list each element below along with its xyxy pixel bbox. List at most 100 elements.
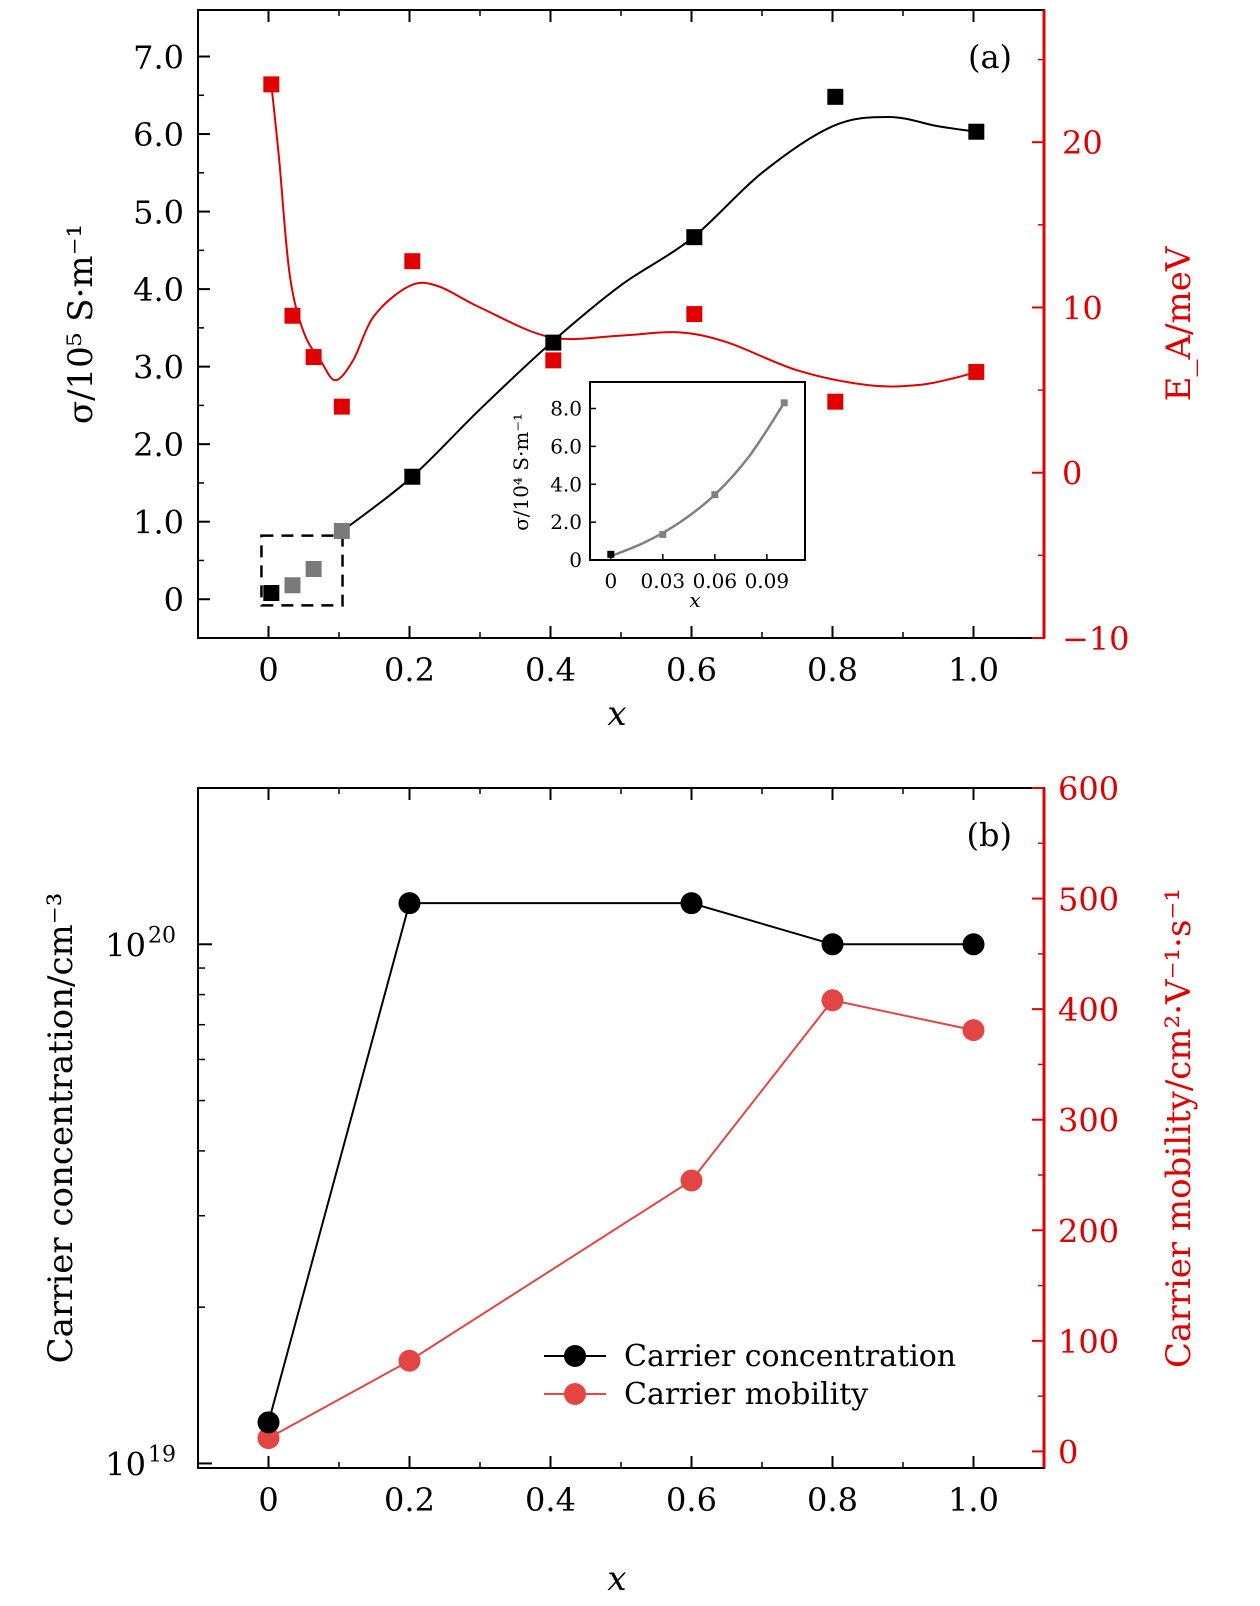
panel-b-legend: Carrier concentration Carrier mobility <box>544 1339 956 1412</box>
legend-label-carrier-concentration: Carrier concentration <box>624 1339 956 1374</box>
legend-marker-carrier-concentration <box>564 1345 586 1367</box>
carrier-concentration-point <box>821 933 844 956</box>
panel-b-right-axis-title: Carrier mobility/cm²·V⁻¹·s⁻¹ <box>1159 888 1199 1368</box>
conductivity-point <box>404 468 421 485</box>
panel-a-conductivity-fit-curve <box>338 115 977 535</box>
panel-b-y-right-tick-label: 200 <box>1058 1212 1119 1250</box>
conductivity-point <box>545 334 562 351</box>
panel-b-label: (b) <box>967 816 1012 854</box>
panel-a-marks <box>263 76 985 602</box>
legend-label-carrier-mobility: Carrier mobility <box>624 1377 868 1412</box>
conductivity-point <box>263 585 280 602</box>
inset-x-tick-label: 0.06 <box>693 569 738 593</box>
panel-b-x-axis-title: x <box>607 1559 626 1599</box>
panel-b-y-right-tick-label: 300 <box>1058 1102 1119 1140</box>
activation-energy-point <box>404 253 421 270</box>
panel-b-y-left-tick-exponent: 19 <box>148 1442 176 1467</box>
inset-fit-curve <box>610 402 786 558</box>
panel-a-y-left-tick-label: 0 <box>164 581 184 619</box>
panel-b-y-left-tick-label: 10 <box>105 1445 146 1483</box>
carrier-concentration-point <box>680 892 703 915</box>
panel-a-x-tick-label: 0.8 <box>807 651 858 689</box>
panel-a-inset: 0 0.03 0.06 0.09 0 2.0 4.0 6.0 8.0 σ/10⁴ S·m⁻¹ x <box>509 381 806 612</box>
panel-b-y-right-tick-label: 500 <box>1058 881 1119 919</box>
inset-x-axis-title: x <box>689 588 700 612</box>
panel-a-right-axis-title: E_A/meV <box>1159 245 1199 401</box>
panel-b-x-tick-label: 1.0 <box>948 1481 999 1519</box>
panel-a-ticks: 0 0.2 0.4 0.6 0.8 1.0 0 1.0 2.0 3.0 4.0 5.0 6.0 7.0 −1… <box>133 10 1130 689</box>
panel-b-x-tick-label: 0 <box>258 1481 278 1519</box>
panel-b-y-right-tick-label: 400 <box>1058 991 1119 1029</box>
panel-a-y-left-tick-label: 1.0 <box>133 504 184 542</box>
panel-b-x-tick-label: 0.2 <box>384 1481 435 1519</box>
panel-b-y-left-tick-exponent: 20 <box>148 923 176 948</box>
activation-energy-point <box>263 76 280 93</box>
panel-a-y-left-tick-label: 7.0 <box>133 39 184 77</box>
inset-conductivity-point <box>780 399 788 407</box>
panel-a-y-right-tick-label: 10 <box>1062 289 1103 327</box>
inset-y-axis-title: σ/10⁴ S·m⁻¹ <box>509 413 533 531</box>
activation-energy-point <box>827 393 844 410</box>
activation-energy-point <box>686 306 703 323</box>
carrier-mobility-point <box>257 1427 280 1450</box>
conductivity-point <box>333 523 350 540</box>
panel-a-x-tick-label: 0.2 <box>384 651 435 689</box>
carrier-mobility-point <box>962 1019 985 1042</box>
panel-a-y-left-tick-label: 6.0 <box>133 116 184 154</box>
panel-b-y-left-tick-label: 10 <box>105 926 146 964</box>
panel-a-dashed-box <box>260 534 344 607</box>
panel-a-x-tick-label: 0.6 <box>666 651 717 689</box>
conductivity-point <box>827 88 844 105</box>
activation-energy-point <box>284 307 301 324</box>
activation-energy-point <box>968 363 985 380</box>
panel-a-left-axis-title: σ/10⁵ S·m⁻¹ <box>61 224 101 424</box>
inset-y-tick-label: 8.0 <box>550 397 582 421</box>
inset-x-tick-label: 0.09 <box>745 569 790 593</box>
panel-a-label: (a) <box>968 38 1012 76</box>
carrier-mobility-point <box>398 1349 421 1372</box>
inset-frame <box>589 381 806 561</box>
conductivity-point <box>686 229 703 246</box>
inset-conductivity-point <box>659 530 667 538</box>
panel-a-y-left-tick-label: 4.0 <box>133 271 184 309</box>
carrier-concentration-point <box>962 933 985 956</box>
inset-ticks: 0 0.03 0.06 0.09 0 2.0 4.0 6.0 8.0 <box>550 397 789 593</box>
conductivity-point <box>968 123 985 140</box>
panel-a-x-tick-label: 0 <box>258 651 278 689</box>
inset-y-tick-label: 6.0 <box>550 434 582 458</box>
panel-b-y-right-tick-label: 600 <box>1058 770 1119 808</box>
legend-marker-carrier-mobility <box>564 1383 586 1405</box>
panel-a: 0 0.2 0.4 0.6 0.8 1.0 0 1.0 2.0 3.0 4.0 5.0 6.0 7.0 −1… <box>61 9 1199 734</box>
panel-b-left-axis-title: Carrier concentration/cm⁻³ <box>41 893 81 1364</box>
carrier-concentration-point <box>398 892 421 915</box>
activation-energy-point <box>333 398 350 415</box>
panel-a-y-left-tick-label: 5.0 <box>133 194 184 232</box>
panel-a-y-right-tick-label: −10 <box>1062 620 1130 658</box>
inset-y-tick-label: 2.0 <box>550 510 582 534</box>
inset-marks <box>607 399 788 558</box>
activation-energy-point <box>545 352 562 369</box>
inset-conductivity-point <box>711 491 719 499</box>
panel-a-y-right-tick-label: 0 <box>1062 455 1082 493</box>
conductivity-point <box>284 577 301 594</box>
panel-a-x-tick-label: 0.4 <box>525 651 576 689</box>
panel-a-x-axis-title: x <box>607 694 626 734</box>
panel-b-y-right-tick-label: 100 <box>1058 1323 1119 1361</box>
carrier-mobility-point <box>680 1169 703 1192</box>
carrier-concentration-point <box>257 1411 280 1434</box>
panel-a-y-right-tick-label: 20 <box>1062 124 1103 162</box>
carrier-mobility-point <box>821 989 844 1012</box>
conductivity-point <box>305 560 322 577</box>
panel-a-activation-energy-fit-curve <box>270 84 977 388</box>
inset-x-tick-label: 0.03 <box>641 569 686 593</box>
panel-b-x-tick-label: 0.8 <box>807 1481 858 1519</box>
inset-y-tick-label: 4.0 <box>550 472 582 496</box>
panel-a-y-left-tick-label: 2.0 <box>133 426 184 464</box>
panel-a-x-tick-label: 1.0 <box>948 651 999 689</box>
panel-b-y-right-tick-label: 0 <box>1058 1433 1078 1471</box>
panel-a-y-left-tick-label: 3.0 <box>133 349 184 387</box>
panel-b-marks <box>257 892 985 1450</box>
